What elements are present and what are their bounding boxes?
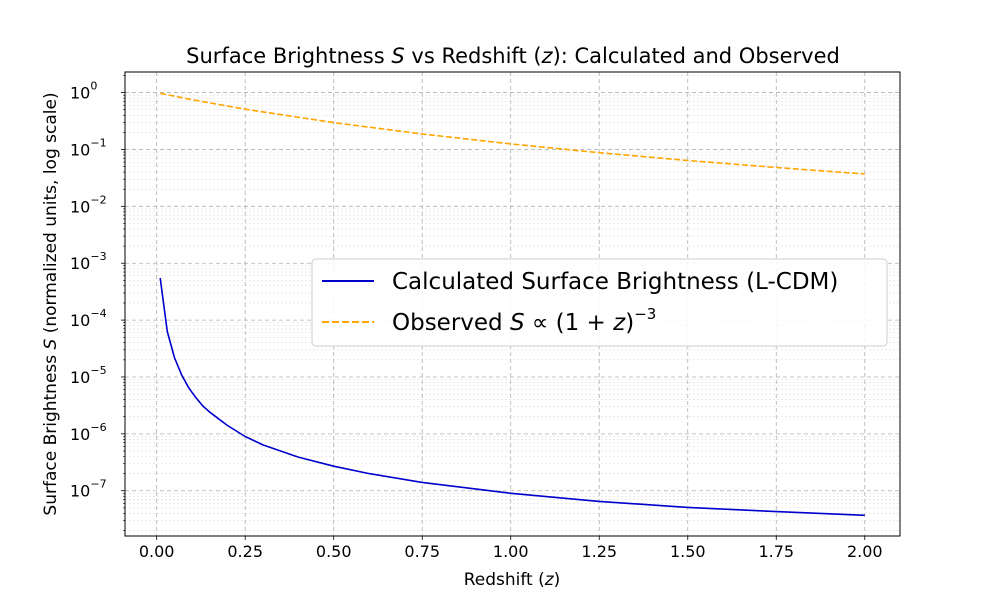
series-line-calculated	[159, 277, 865, 517]
y-tick-label: 10−2	[70, 193, 107, 216]
x-tick-label: 1.75	[758, 542, 794, 561]
x-tick-label: 1.50	[670, 542, 706, 561]
y-tick-exponent: −4	[90, 307, 106, 320]
legend-box	[311, 258, 888, 347]
x-tick-label: 0.50	[316, 542, 352, 561]
ylabel-symbol: S	[41, 338, 61, 349]
legend-label-observed: Observed S ∝ (1 + z)−3	[392, 305, 656, 336]
y-tick-base: 10	[70, 311, 90, 330]
y-axis-label: Surface Brightness S (normalized units, …	[41, 92, 61, 515]
y-tick-label: 10−3	[70, 250, 107, 273]
x-tick-label: 1.25	[581, 542, 617, 561]
title-pre: Surface Brightness	[186, 44, 391, 68]
y-tick-label: 10−7	[70, 478, 107, 501]
y-tick-base: 10	[70, 482, 90, 501]
y-tick-base: 10	[70, 368, 90, 387]
y-tick-exponent: −3	[90, 250, 106, 263]
x-tick-label: 0.75	[404, 542, 440, 561]
legend-observed-variable: z	[612, 310, 626, 336]
y-tick-exponent: −2	[90, 193, 106, 206]
chart-title: Surface Brightness S vs Redshift (z): Ca…	[186, 44, 840, 68]
y-tick-base: 10	[70, 425, 90, 444]
title-mid: vs Redshift (	[405, 44, 542, 68]
y-tick-label: 10−1	[70, 136, 107, 159]
y-tick-base: 10	[70, 84, 90, 103]
y-tick-label: 10−6	[70, 421, 107, 444]
y-tick-label: 100	[70, 80, 97, 103]
y-tick-label: 10−4	[70, 307, 107, 330]
y-tick-base: 10	[70, 254, 90, 273]
title-post: ): Calculated and Observed	[553, 44, 840, 68]
legend-observed-mid: ∝ (1 +	[525, 310, 614, 336]
ylabel-pre: Surface Brightness	[41, 349, 61, 515]
xlabel-post: )	[554, 570, 561, 590]
title-symbol: S	[391, 44, 404, 68]
xlabel-pre: Redshift (	[464, 570, 545, 590]
legend-label-calculated: Calculated Surface Brightness (L-CDM)	[392, 269, 838, 295]
legend-observed-exponent: −3	[634, 305, 656, 323]
y-tick-exponent: 0	[90, 80, 97, 93]
x-tick-label: 2.00	[847, 542, 883, 561]
title-variable: z	[541, 44, 554, 68]
legend: Calculated Surface Brightness (L-CDM) Ob…	[311, 258, 888, 347]
series-lines	[159, 92, 865, 517]
y-tick-base: 10	[70, 197, 90, 216]
series-line-observed	[160, 92, 865, 175]
x-tick-label: 0.00	[139, 542, 175, 561]
x-tick-label: 1.00	[493, 542, 529, 561]
xlabel-variable: z	[544, 570, 555, 590]
y-tick-exponent: −7	[90, 478, 106, 491]
y-tick-exponent: −5	[90, 364, 106, 377]
legend-observed-pre: Observed	[392, 310, 510, 336]
legend-observed-symbol: S	[510, 310, 525, 336]
plot-frame	[124, 71, 901, 537]
x-axis-label: Redshift (z)	[464, 570, 561, 590]
y-tick-base: 10	[70, 140, 90, 159]
ylabel-post: (normalized units, log scale)	[41, 92, 61, 338]
y-tick-label: 10−5	[70, 364, 107, 387]
y-tick-exponent: −6	[90, 421, 106, 434]
legend-observed-post: )	[625, 310, 634, 336]
x-tick-label: 0.25	[227, 542, 263, 561]
y-tick-exponent: −1	[90, 136, 106, 149]
